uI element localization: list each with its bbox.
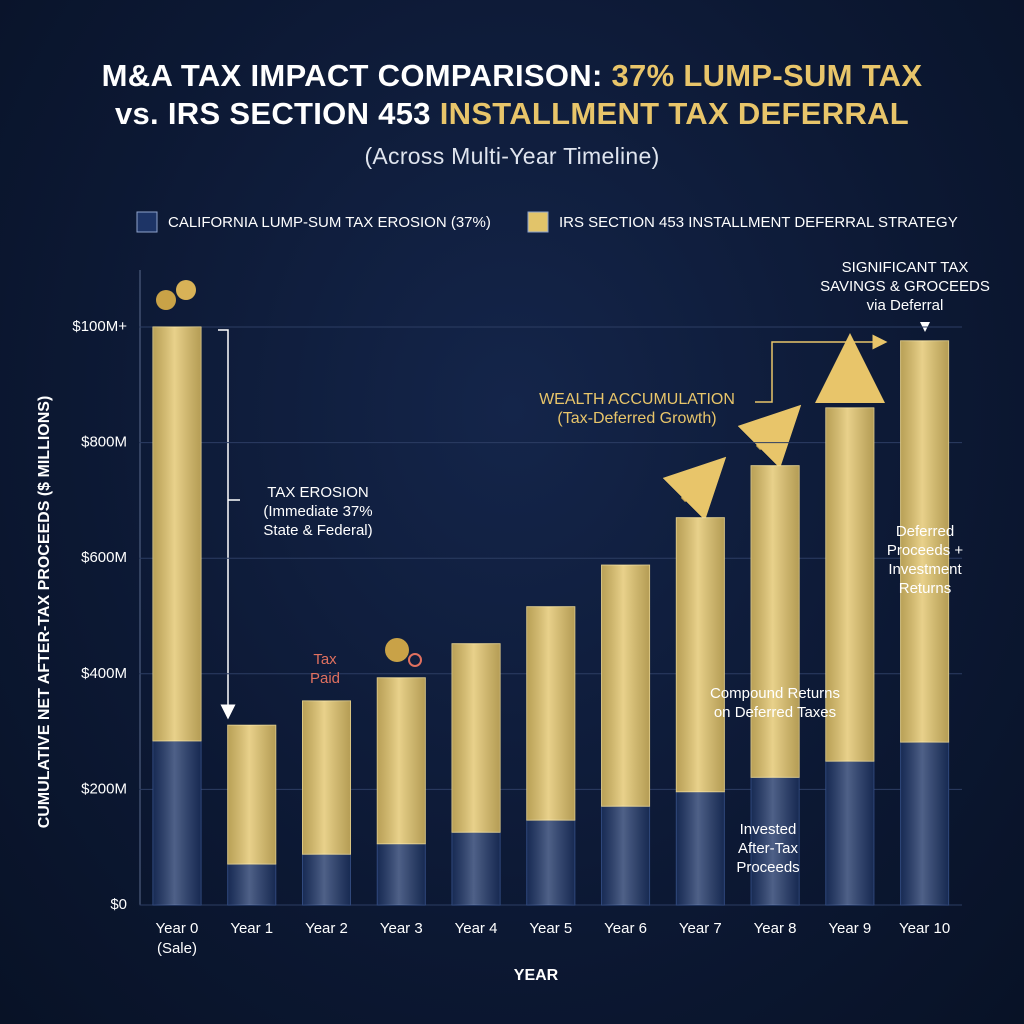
x-tick-label: Year 7 [678, 920, 722, 937]
legend-label: IRS SECTION 453 INSTALLMENT DEFERRAL STR… [559, 214, 958, 231]
x-tick-label: Year 10 [899, 920, 951, 937]
bar-shine [227, 863, 276, 905]
bar-shine [152, 740, 201, 905]
annotation-line: Returns [898, 580, 952, 597]
bar-shine [377, 843, 426, 905]
annotation-line: WEALTH ACCUMULATION [539, 391, 735, 408]
annotation-line: Paid [309, 670, 341, 687]
annotation-line: TAX EROSION [267, 484, 369, 501]
annotation-line: (Immediate 37% [263, 503, 373, 520]
bar-shine [676, 517, 725, 792]
y-tick-label: $600M [81, 549, 127, 566]
annotation-line: SAVINGS & GROCEEDS [820, 278, 990, 295]
annotation-line: Tax [313, 651, 337, 668]
annotation: WEALTH ACCUMULATION (Tax-Deferred Growth) [537, 390, 737, 428]
chart-subtitle: (Across Multi-Year Timeline) [364, 143, 660, 169]
bar-shine [452, 643, 501, 833]
legend-label: CALIFORNIA LUMP-SUM TAX EROSION (37%) [168, 214, 491, 231]
bar-shine [676, 791, 725, 905]
x-tick-label: Year 4 [454, 920, 498, 937]
annotation-line: After-Tax [737, 840, 798, 857]
y-tick-label: $800M [81, 434, 127, 451]
bar-shine [526, 820, 575, 905]
annotation: Tax Paid [225, 650, 425, 688]
x-tick-label: Year 0 (Sale) [155, 920, 199, 957]
bar-shine [601, 806, 650, 905]
bar-shine [601, 565, 650, 807]
chart-title: M&A TAX IMPACT COMPARISON: [101, 58, 603, 93]
annotation-line: (Tax-Deferred Growth) [557, 410, 717, 427]
bar-shine [825, 761, 874, 905]
legend-swatch [527, 211, 549, 233]
bar-shine [751, 465, 800, 778]
x-tick-label: Year 3 [379, 920, 423, 937]
chart-title: INSTALLMENT TAX DEFERRAL [439, 96, 910, 131]
annotation-line: Proceeds [736, 859, 800, 876]
annotation-line: on Deferred Taxes [713, 704, 837, 721]
y-tick-label: $0 [110, 896, 127, 913]
bar-shine [152, 327, 201, 741]
bar-shine [302, 854, 351, 905]
bar-shine [751, 777, 800, 905]
y-tick-label: $400M [81, 665, 127, 682]
x-tick-label: Year 8 [753, 920, 797, 937]
chart-title-line: vs. IRS SECTION 453 INSTALLMENT TAX DEFE… [0, 96, 1024, 132]
bar-shine [526, 606, 575, 821]
bar-shine [227, 725, 276, 864]
annotation-line: Deferred [895, 523, 955, 540]
bar-shine [900, 742, 949, 905]
x-tick-label: Year 1 [230, 920, 274, 937]
y-tick-label: $100M+ [72, 318, 127, 335]
annotation-line: Invested [739, 821, 797, 838]
annotation-line: Investment [888, 561, 962, 578]
annotation: Invested After-Tax Proceeds [668, 820, 868, 877]
chart-title-line: M&A TAX IMPACT COMPARISON: 37% LUMP-SUM … [0, 58, 1024, 94]
bar-shine [825, 407, 874, 762]
annotation-line: Proceeds + [886, 542, 964, 559]
bar-shine [900, 340, 949, 743]
annotation-line: SIGNIFICANT TAX [841, 259, 969, 276]
chart-title: 37% LUMP-SUM TAX [611, 58, 923, 93]
x-tick-label: Year 9 [828, 920, 872, 937]
y-tick-label: $200M [81, 780, 127, 797]
x-tick-label: Year 6 [604, 920, 647, 937]
annotation: Deferred Proceeds + Investment Returns [825, 522, 1024, 598]
annotation: Compound Returns on Deferred Taxes [675, 684, 875, 722]
bar-shine [302, 700, 351, 855]
annotation-line: Compound Returns [709, 685, 841, 702]
annotation: TAX EROSION (Immediate 37% State & Federal… [218, 483, 418, 540]
bar-shine [452, 832, 501, 905]
annotation: SIGNIFICANT TAX SAVINGS & GROCEEDS via Def… [805, 258, 1005, 315]
y-axis-label: CUMULATIVE NET AFTER-TAX PROCEEDS ($ MIL… [36, 396, 53, 829]
annotation-line: State & Federal) [263, 522, 373, 539]
x-axis-label: YEAR [514, 967, 559, 984]
annotation-line: via Deferral [866, 297, 944, 314]
x-tick-label: Year 5 [529, 920, 573, 937]
bar-shine [377, 677, 426, 844]
x-tick-label: Year 2 [305, 920, 348, 937]
legend-swatch [136, 211, 158, 233]
chart-title: vs. IRS SECTION 453 [114, 96, 431, 131]
